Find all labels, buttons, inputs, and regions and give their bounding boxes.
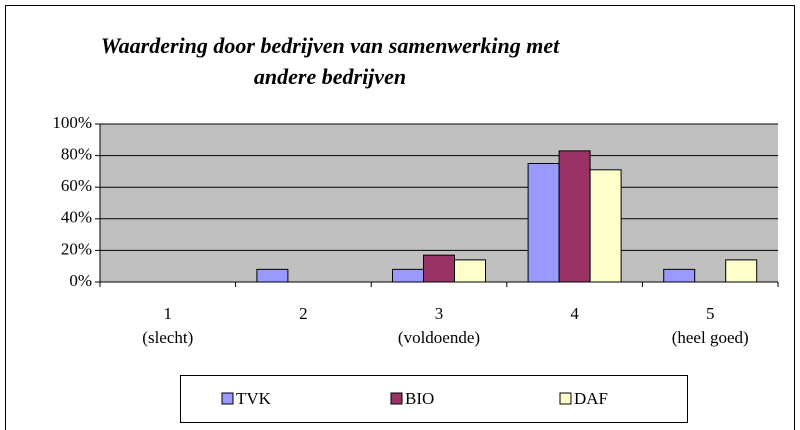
y-tick-label: 80% bbox=[61, 145, 92, 164]
bar bbox=[725, 259, 758, 283]
legend-label: BIO bbox=[405, 389, 434, 408]
x-tick-label: 5 (heel goed) bbox=[671, 304, 749, 347]
bar bbox=[454, 259, 486, 283]
y-tick-label: 60% bbox=[61, 176, 92, 195]
x-tick-label: 4 bbox=[570, 304, 579, 323]
x-tick-label: 3 (voldoende) bbox=[397, 304, 481, 347]
bar bbox=[589, 169, 622, 283]
y-tick-label: 20% bbox=[61, 239, 92, 258]
legend-label: DAF bbox=[574, 389, 608, 408]
y-tick-label: 40% bbox=[61, 208, 92, 227]
bar bbox=[558, 150, 591, 283]
legend-label: TVK bbox=[236, 389, 272, 408]
bar bbox=[663, 268, 696, 283]
y-tick-label: 0% bbox=[69, 271, 92, 290]
legend-box bbox=[180, 375, 688, 423]
legend-swatch bbox=[390, 392, 403, 405]
bar bbox=[256, 268, 289, 283]
bar bbox=[527, 163, 560, 283]
legend-swatch bbox=[221, 392, 234, 405]
x-tick-label: 2 bbox=[299, 304, 308, 323]
bar bbox=[423, 254, 455, 283]
bar bbox=[392, 268, 424, 283]
y-tick-label: 100% bbox=[52, 113, 92, 132]
chart-title: Waardering door bedrijven van samenwerki… bbox=[100, 33, 560, 89]
legend-swatch bbox=[559, 392, 572, 405]
x-tick-label: 1 (slecht) bbox=[142, 304, 194, 347]
